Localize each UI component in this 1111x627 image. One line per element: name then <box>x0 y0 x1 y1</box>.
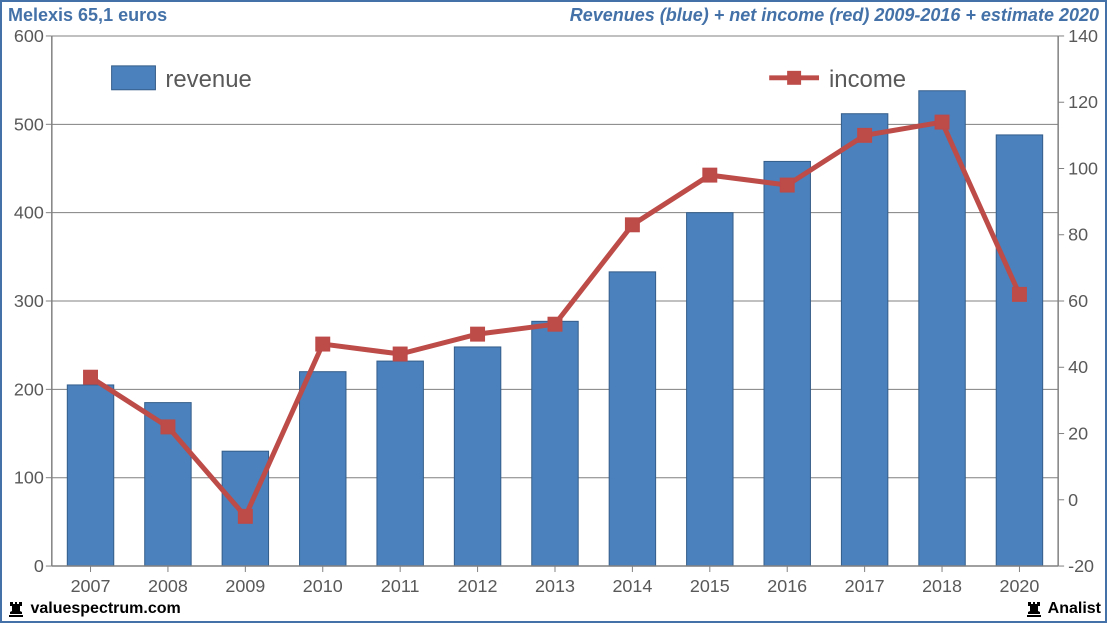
line-marker <box>548 317 562 331</box>
y-right-tick: 120 <box>1068 92 1098 112</box>
rook-icon <box>1024 599 1044 619</box>
combo-chart: 0 100 200 300 400 500 600 -20 0 20 40 60 80 100 120 140… <box>2 28 1105 599</box>
x-tick-label: 2013 <box>535 576 575 596</box>
x-tick-label: 2007 <box>71 576 111 596</box>
bar <box>377 361 423 566</box>
line-marker <box>625 218 639 232</box>
x-tick-label: 2011 <box>381 576 420 596</box>
y-right-tick: 40 <box>1068 357 1088 377</box>
bar <box>67 385 113 566</box>
legend-line-label: income <box>829 66 906 93</box>
header: Melexis 65,1 euros Revenues (blue) + net… <box>2 2 1105 28</box>
y-right-tick: 80 <box>1068 225 1088 245</box>
bar <box>764 161 810 566</box>
y-right-tick: -20 <box>1068 556 1094 576</box>
title-left: Melexis 65,1 euros <box>8 5 167 26</box>
footer-left: valuespectrum.com <box>6 599 181 619</box>
bar <box>532 321 578 566</box>
x-tick-label: 2009 <box>225 576 265 596</box>
bar <box>841 114 887 566</box>
x-tick-label: 2020 <box>1000 576 1040 596</box>
x-tick-label: 2015 <box>690 576 730 596</box>
line-marker <box>780 178 794 192</box>
legend-bar-label: revenue <box>165 66 251 93</box>
line-marker <box>858 128 872 142</box>
x-tick-label: 2008 <box>148 576 188 596</box>
footer: valuespectrum.com Analist <box>2 597 1105 621</box>
footer-right-text: Analist <box>1048 600 1101 617</box>
line-marker <box>393 347 407 361</box>
legend-bar-swatch <box>112 66 156 90</box>
footer-left-text: valuespectrum.com <box>30 600 180 617</box>
line-marker <box>238 509 252 523</box>
chart-container: Melexis 65,1 euros Revenues (blue) + net… <box>0 0 1107 623</box>
bar <box>687 213 733 566</box>
x-tick-label: 2014 <box>612 576 652 596</box>
line-marker <box>316 337 330 351</box>
y-right-tick: 0 <box>1068 490 1078 510</box>
footer-right: Analist <box>1024 599 1101 619</box>
title-right: Revenues (blue) + net income (red) 2009-… <box>570 5 1099 26</box>
y-left-tick: 400 <box>14 203 44 223</box>
line-marker <box>703 168 717 182</box>
line-marker <box>935 115 949 129</box>
rook-icon <box>6 599 26 619</box>
y-left-tick: 600 <box>14 28 44 46</box>
y-right-tick: 60 <box>1068 291 1088 311</box>
bar <box>996 135 1042 566</box>
y-right-tick: 100 <box>1068 158 1098 178</box>
y-left-tick: 100 <box>14 468 44 488</box>
y-left-tick: 500 <box>14 114 44 134</box>
bar <box>300 372 346 566</box>
line-marker <box>84 370 98 384</box>
x-tick-label: 2016 <box>767 576 807 596</box>
line-marker <box>471 327 485 341</box>
y-right-tick: 20 <box>1068 424 1088 444</box>
x-tick-label: 2017 <box>845 576 885 596</box>
line-marker <box>1012 287 1026 301</box>
y-left-tick: 0 <box>34 556 44 576</box>
bar <box>222 451 268 566</box>
x-tick-label: 2010 <box>303 576 343 596</box>
line-marker <box>161 420 175 434</box>
legend-line-marker <box>787 71 801 85</box>
bar <box>454 347 500 566</box>
y-left-tick: 300 <box>14 291 44 311</box>
y-left-tick: 200 <box>14 379 44 399</box>
bar <box>609 272 655 566</box>
y-right-tick: 140 <box>1068 28 1098 46</box>
x-tick-label: 2018 <box>922 576 962 596</box>
x-tick-label: 2012 <box>458 576 498 596</box>
